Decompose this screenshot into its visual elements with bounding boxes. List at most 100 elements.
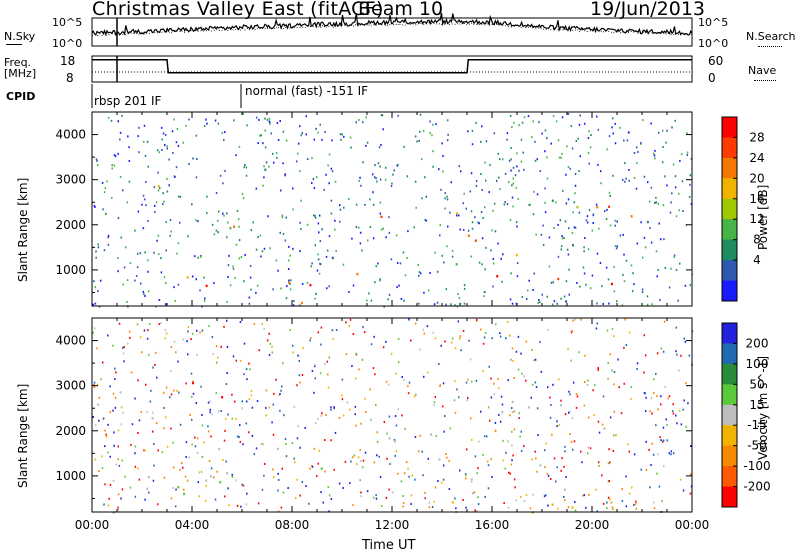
power-scatter-point — [174, 299, 176, 302]
velocity-scatter-point — [284, 437, 287, 440]
velocity-scatter-point — [550, 403, 552, 406]
velocity-scatter-point — [121, 459, 123, 462]
velocity-scatter-point — [393, 438, 396, 441]
power-scatter-point — [450, 303, 452, 306]
velocity-scatter-point — [580, 318, 582, 321]
velocity-scatter-point — [117, 458, 119, 461]
power-scatter-point — [380, 114, 383, 117]
velocity-scatter-point — [237, 435, 239, 438]
velocity-scatter-point — [320, 326, 323, 329]
velocity-scatter-point — [433, 404, 435, 407]
velocity-scatter-point — [544, 466, 546, 469]
power-scatter-point — [483, 206, 486, 209]
power-scatter-point — [259, 134, 261, 137]
velocity-scatter-point — [388, 415, 391, 418]
velocity-scatter-point — [341, 394, 343, 397]
power-scatter-point — [647, 221, 649, 224]
power-scatter-point — [570, 125, 573, 128]
power-scatter-point — [566, 248, 569, 251]
velocity-scatter-point — [190, 418, 193, 421]
velocity-scatter-point — [324, 470, 326, 473]
velocity-scatter-point — [148, 322, 151, 325]
velocity-scatter-point — [434, 337, 437, 340]
power-scatter-point — [446, 139, 449, 142]
power-scatter-point — [232, 265, 234, 268]
velocity-scatter-point — [134, 445, 137, 448]
power-scatter-point — [376, 180, 378, 183]
power-scatter-point — [670, 267, 672, 270]
velocity-scatter-point — [586, 452, 589, 455]
power-scatter-point — [485, 246, 487, 249]
power-scatter-point — [613, 290, 616, 293]
velocity-scatter-point — [422, 375, 425, 378]
velocity-scatter-point — [243, 342, 246, 345]
velocity-scatter-point — [280, 506, 283, 509]
power-scatter-point — [678, 209, 680, 212]
velocity-scatter-point — [359, 449, 361, 452]
power-scatter-point — [484, 268, 486, 271]
velocity-scatter-point — [401, 414, 403, 417]
power-scatter-point — [623, 139, 625, 142]
velocity-band-3 — [205, 479, 208, 482]
power-scatter-point — [544, 201, 546, 204]
power-scatter-point — [163, 276, 166, 279]
power-scatter-point — [506, 132, 509, 135]
velocity-scatter-point — [365, 410, 367, 413]
power-scatter-point — [134, 229, 136, 232]
velocity-scatter-point — [352, 504, 354, 507]
power-scatter-point — [185, 124, 187, 127]
power-scatter-point — [95, 256, 97, 259]
velocity-scatter-point — [649, 410, 651, 413]
velocity-scatter-point — [611, 369, 613, 372]
power-scatter-point — [664, 175, 666, 178]
velocity-scatter-point — [414, 478, 416, 481]
power-scatter-point — [281, 214, 284, 217]
velocity-scatter-point — [578, 351, 580, 354]
power-scatter-point — [421, 197, 423, 200]
velocity-scatter-point — [415, 393, 417, 396]
velocity-scatter-point — [341, 398, 344, 401]
power-scatter-point — [495, 179, 498, 182]
power-scatter-point — [158, 186, 161, 189]
power-scatter-point — [117, 270, 119, 273]
power-scatter-point — [93, 204, 96, 207]
power-scatter-point — [227, 276, 229, 279]
power-scatter-point — [205, 118, 207, 121]
velocity-scatter-point — [401, 376, 403, 379]
power-colorbar-segment — [722, 137, 737, 159]
power-scatter-point — [229, 284, 232, 287]
velocity-scatter-point — [385, 380, 388, 383]
power-scatter-point — [471, 221, 474, 224]
power-scatter-point — [126, 300, 128, 303]
power-scatter-point — [164, 134, 167, 137]
velocity-scatter-point — [635, 507, 638, 510]
power-scatter-point — [592, 213, 595, 216]
power-scatter-point — [135, 275, 138, 278]
velocity-scatter-point — [572, 319, 574, 322]
power-scatter-point — [653, 201, 656, 204]
power-scatter-point — [614, 219, 617, 222]
power-scatter-point — [628, 179, 630, 182]
velocity-scatter-point — [507, 506, 510, 509]
power-scatter-point — [103, 191, 106, 194]
velocity-scatter-point — [194, 436, 196, 439]
velocity-scatter-point — [688, 354, 691, 357]
power-scatter-point — [517, 197, 519, 200]
power-scatter-point — [392, 173, 394, 176]
velocity-scatter-point — [601, 423, 604, 426]
velocity-scatter-point — [318, 449, 321, 452]
power-scatter-point — [197, 220, 199, 223]
velocity-scatter-point — [440, 344, 442, 347]
velocity-scatter-point — [587, 416, 590, 419]
power-scatter-point — [126, 279, 129, 282]
velocity-scatter-point — [476, 510, 478, 513]
velocity-scatter-point — [319, 372, 322, 375]
power-scatter-point — [342, 263, 345, 266]
velocity-scatter-point — [655, 372, 657, 375]
velocity-scatter-point — [427, 457, 430, 460]
velocity-scatter-point — [532, 493, 534, 496]
power-scatter-point — [263, 176, 265, 179]
velocity-scatter-point — [570, 359, 572, 362]
velocity-band-2 — [221, 396, 224, 399]
noise-bottom-tick: 10^0 — [52, 37, 83, 50]
